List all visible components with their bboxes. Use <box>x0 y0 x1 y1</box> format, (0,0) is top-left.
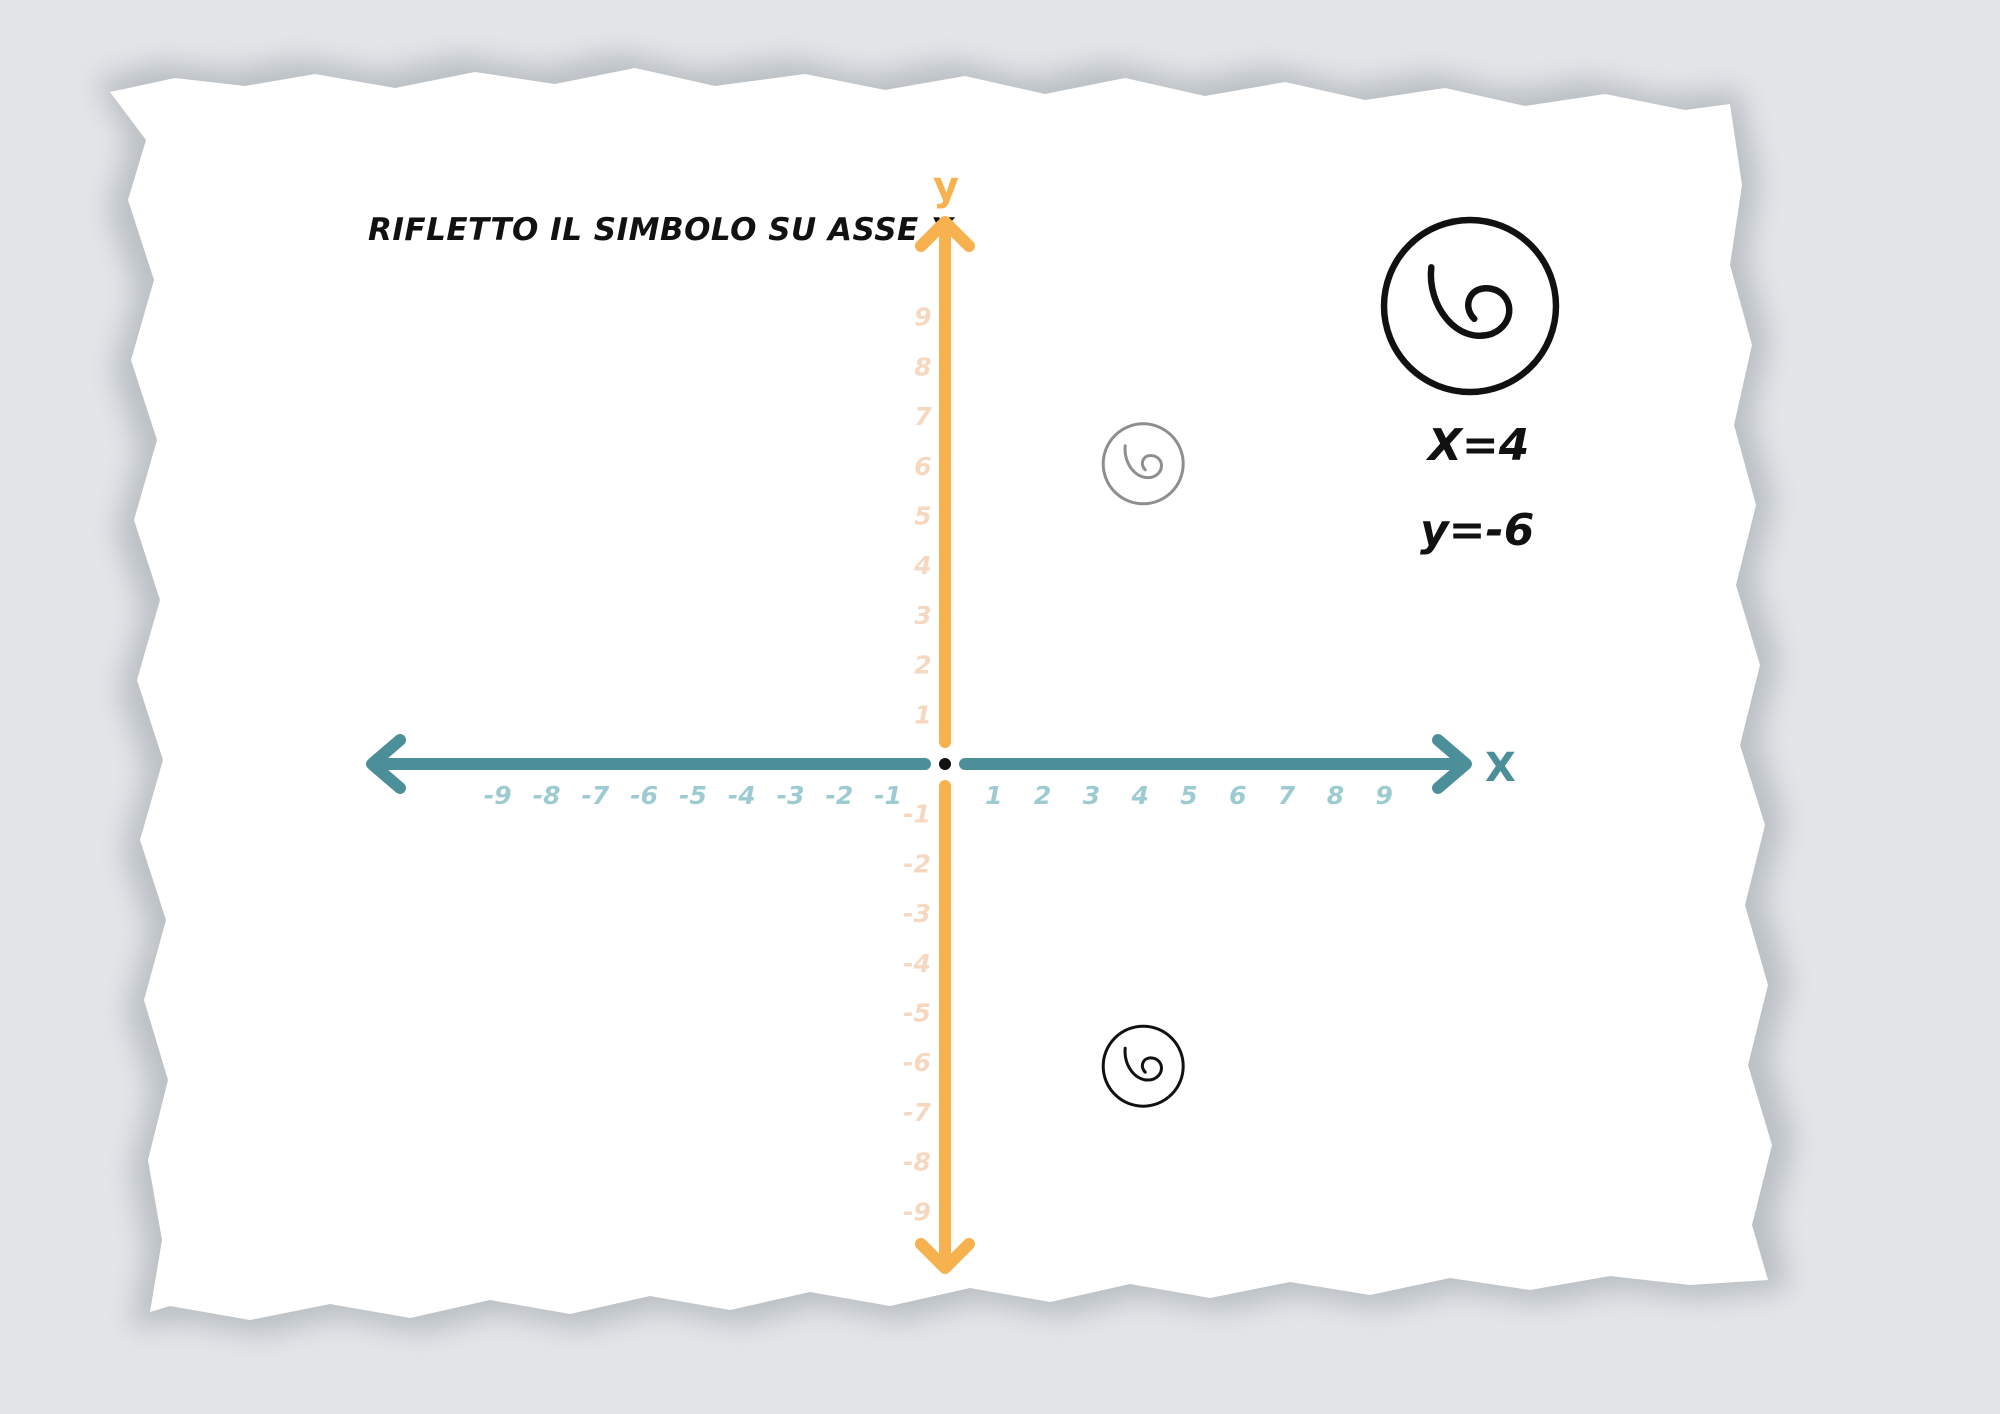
x-tick-label: -4 <box>728 781 756 810</box>
original-symbol-icon <box>1101 422 1185 506</box>
y-tick-label: -6 <box>903 1048 931 1077</box>
x-tick-label: 4 <box>1130 781 1148 810</box>
y-tick-label: -8 <box>903 1148 931 1177</box>
y-tick-label: 1 <box>914 700 931 729</box>
y-tick-label: 4 <box>913 551 931 580</box>
x-tick-label: -5 <box>679 781 707 810</box>
y-tick-label: -2 <box>903 849 931 878</box>
x-tick-label: 5 <box>1180 781 1197 810</box>
x-tick-label: 9 <box>1375 781 1392 810</box>
x-axis-right-arrowhead <box>1432 734 1472 794</box>
y-tick-label: 3 <box>914 601 931 630</box>
y-tick-label: -1 <box>903 800 931 829</box>
x-tick-label: 7 <box>1278 781 1296 810</box>
y-tick-label: -3 <box>903 899 931 928</box>
y-axis: y <box>915 164 975 1274</box>
x-tick-label: 8 <box>1327 781 1344 810</box>
x-tick-label: 1 <box>985 781 1002 810</box>
y-axis-top-arrowhead <box>915 216 975 252</box>
legend-y-value: y=-6 <box>1420 505 1535 556</box>
x-axis-label: X <box>1485 745 1516 791</box>
x-axis-left-arrowhead <box>366 734 406 794</box>
x-tick-label: -7 <box>582 781 610 810</box>
x-tick-label: -2 <box>826 781 854 810</box>
y-tick-label: 2 <box>914 651 931 680</box>
x-tick-label: -6 <box>630 781 658 810</box>
plotted-symbols <box>1101 422 1185 1108</box>
x-tick-label: -1 <box>874 781 902 810</box>
y-tick-label: 5 <box>914 502 931 531</box>
x-tick-label: -3 <box>777 781 805 810</box>
y-tick-label: -4 <box>903 949 931 978</box>
y-tick-label: -7 <box>903 1098 931 1127</box>
y-tick-label: 7 <box>914 402 932 431</box>
x-tick-label: 3 <box>1083 781 1100 810</box>
x-tick-label: 6 <box>1229 781 1246 810</box>
y-tick-label: 8 <box>914 352 931 381</box>
y-tick-label: 9 <box>914 303 931 332</box>
x-tick-label: 2 <box>1034 781 1051 810</box>
x-tick-labels: -9 -8 -7 -6 -5 -4 -3 -2 -1 1 2 3 4 5 6 7 8 9 <box>484 781 1393 810</box>
x-tick-label: -8 <box>533 781 561 810</box>
x-axis: X <box>366 734 1516 794</box>
origin-point <box>939 758 951 770</box>
x-tick-label: -9 <box>484 781 512 810</box>
reflected-symbol-icon <box>1101 1024 1185 1108</box>
y-tick-label: 6 <box>914 452 931 481</box>
y-tick-label: -9 <box>903 1197 931 1226</box>
y-tick-label: -5 <box>903 999 931 1028</box>
y-axis-label: y <box>933 164 959 210</box>
instruction-title: RIFLETTO IL SIMBOLO SU ASSE X <box>368 212 955 248</box>
y-axis-bottom-arrowhead <box>915 1238 975 1274</box>
legend-x-value: X=4 <box>1428 420 1530 471</box>
spiral-circle-icon <box>1380 216 1560 396</box>
y-tick-labels: 9 8 7 6 5 4 3 2 1 -1 -2 -3 -4 -5 -6 -7 -8 -9 <box>903 303 932 1227</box>
